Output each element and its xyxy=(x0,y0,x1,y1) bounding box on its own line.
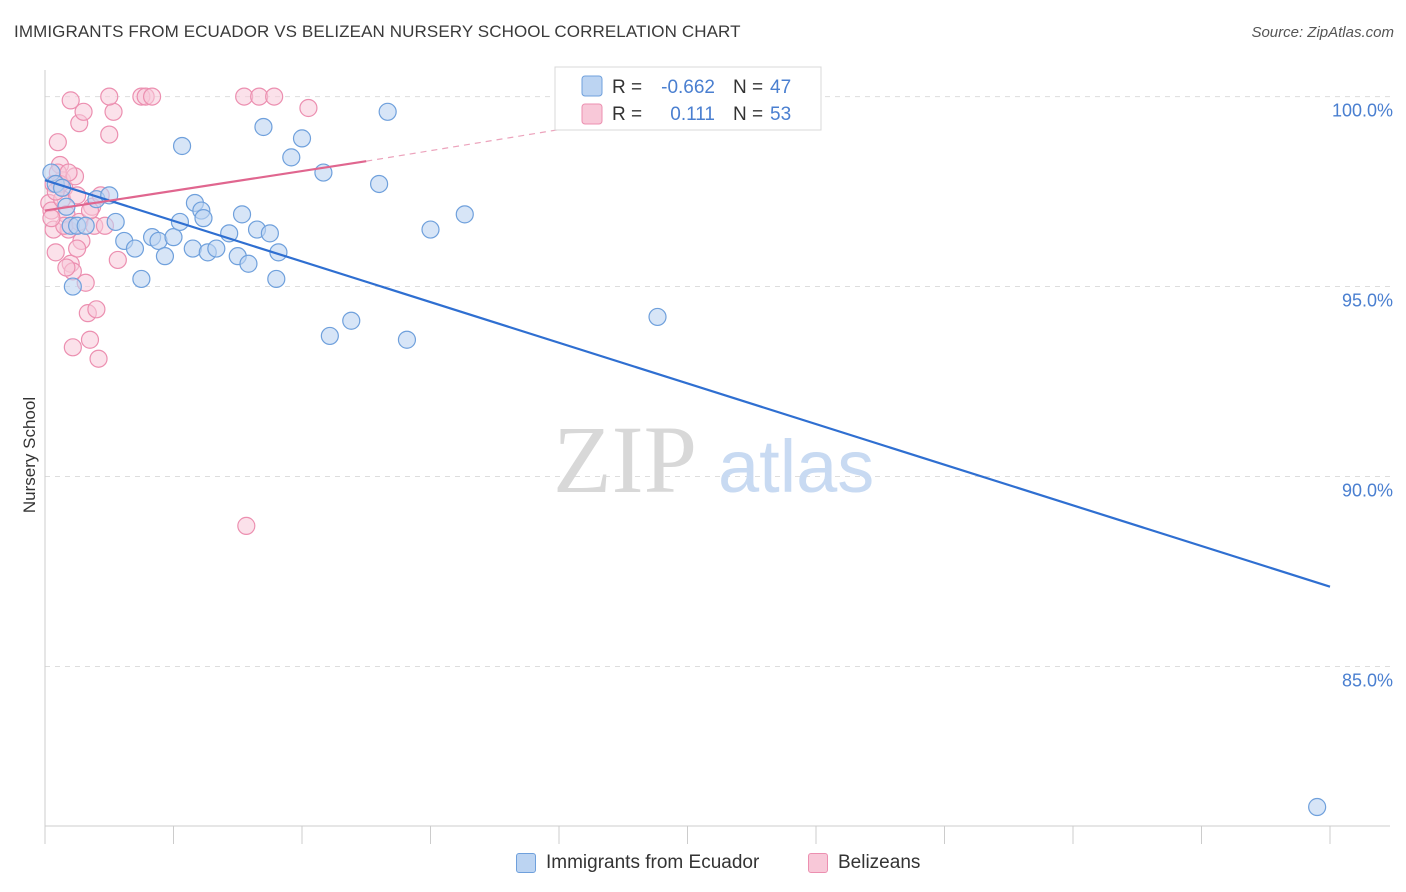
scatter-chart: ZIP atlas 100.0%95.0%90.0%85.0%0.0%60.0%… xyxy=(20,66,1393,844)
point-immigrants-from-ecuador xyxy=(370,174,389,194)
gridlines xyxy=(45,96,1390,667)
point-belizeans xyxy=(48,133,67,152)
trend-line-ecuador xyxy=(44,179,1331,588)
point-immigrants-from-ecuador xyxy=(132,269,151,289)
series-immigrants-from-ecuador xyxy=(42,102,1327,817)
bottom-legend-item-belizeans: Belizeans xyxy=(808,852,920,874)
point-immigrants-from-ecuador xyxy=(378,102,397,121)
point-immigrants-from-ecuador xyxy=(421,220,440,239)
point-belizeans xyxy=(42,209,61,228)
point-immigrants-from-ecuador xyxy=(267,269,286,289)
point-belizeans xyxy=(46,243,65,262)
point-belizeans xyxy=(265,87,284,106)
point-immigrants-from-ecuador xyxy=(183,239,202,258)
point-immigrants-from-ecuador xyxy=(125,239,145,258)
point-immigrants-from-ecuador xyxy=(232,205,252,224)
point-immigrants-from-ecuador xyxy=(342,311,361,330)
bottom-legend-label-belizeans: Belizeans xyxy=(838,852,921,873)
legend-swatch-blue xyxy=(581,75,603,97)
bottom-legend-swatch-pink xyxy=(808,853,828,873)
legend-r-value-2: 0.111 xyxy=(670,104,715,125)
point-belizeans xyxy=(108,250,127,270)
point-immigrants-from-ecuador xyxy=(207,239,226,258)
point-immigrants-from-ecuador xyxy=(648,307,667,327)
legend-r-label-2: R = xyxy=(612,104,642,125)
watermark: ZIP atlas xyxy=(553,406,874,513)
legend-n-label-1: N = xyxy=(733,77,763,98)
point-belizeans xyxy=(142,87,162,106)
y-tick-label: 100.0% xyxy=(1332,101,1393,121)
bottom-legend-swatch-blue xyxy=(516,853,536,873)
point-belizeans xyxy=(299,98,318,118)
point-immigrants-from-ecuador xyxy=(63,277,82,296)
legend-r-value-1: -0.662 xyxy=(661,77,715,98)
point-belizeans xyxy=(104,102,123,121)
point-immigrants-from-ecuador xyxy=(1308,797,1327,817)
y-tick-label: 95.0% xyxy=(1342,291,1393,311)
point-immigrants-from-ecuador xyxy=(239,254,258,273)
chart-title: IMMIGRANTS FROM ECUADOR VS BELIZEAN NURS… xyxy=(14,22,741,41)
point-belizeans xyxy=(63,338,82,357)
point-belizeans xyxy=(89,349,108,368)
point-belizeans xyxy=(87,300,106,319)
trend-lines xyxy=(44,114,1331,588)
point-immigrants-from-ecuador xyxy=(155,247,175,266)
legend-n-value-1: 47 xyxy=(770,77,791,98)
watermark-atlas: atlas xyxy=(718,425,874,508)
point-immigrants-from-ecuador xyxy=(164,228,183,247)
tick-labels: 100.0%95.0%90.0%85.0%0.0%60.0% xyxy=(1332,101,1393,691)
point-immigrants-from-ecuador xyxy=(455,205,474,224)
point-immigrants-from-ecuador xyxy=(76,216,95,235)
legend-r-label-1: R = xyxy=(612,77,642,98)
legend-swatch-pink xyxy=(581,103,603,125)
point-immigrants-from-ecuador xyxy=(260,224,279,243)
point-immigrants-from-ecuador xyxy=(106,212,125,232)
point-immigrants-from-ecuador xyxy=(292,129,312,148)
point-immigrants-from-ecuador xyxy=(172,136,192,156)
point-belizeans xyxy=(100,87,119,106)
legend-n-label-2: N = xyxy=(733,104,763,125)
point-belizeans xyxy=(237,516,256,535)
point-immigrants-from-ecuador xyxy=(397,330,417,349)
point-belizeans xyxy=(100,125,119,144)
source-label: Source: ZipAtlas.com xyxy=(1251,24,1394,41)
y-tick-label: 85.0% xyxy=(1342,670,1393,690)
point-belizeans xyxy=(57,258,76,277)
bottom-legend-item-ecuador: Immigrants from Ecuador xyxy=(516,852,759,874)
axes xyxy=(44,70,1390,844)
legend-n-value-2: 53 xyxy=(770,104,791,125)
point-belizeans xyxy=(80,330,100,349)
point-immigrants-from-ecuador xyxy=(254,117,273,137)
y-tick-label: 90.0% xyxy=(1342,480,1393,500)
bottom-legend-label-ecuador: Immigrants from Ecuador xyxy=(546,852,760,873)
y-axis-title: Nursery School xyxy=(20,397,39,513)
point-belizeans xyxy=(74,102,93,121)
point-immigrants-from-ecuador xyxy=(320,326,339,346)
legend: R = -0.662 N = 47 R = 0.111 N = 53 xyxy=(554,66,822,131)
trend-line-belizeans-solid xyxy=(44,160,367,212)
bottom-legend: Immigrants from Ecuador Belizeans xyxy=(0,852,1406,878)
point-immigrants-from-ecuador xyxy=(194,209,213,228)
point-belizeans xyxy=(68,239,87,258)
point-belizeans xyxy=(61,91,80,110)
point-immigrants-from-ecuador xyxy=(149,231,168,251)
point-immigrants-from-ecuador xyxy=(282,148,301,167)
watermark-zip: ZIP xyxy=(553,406,697,513)
